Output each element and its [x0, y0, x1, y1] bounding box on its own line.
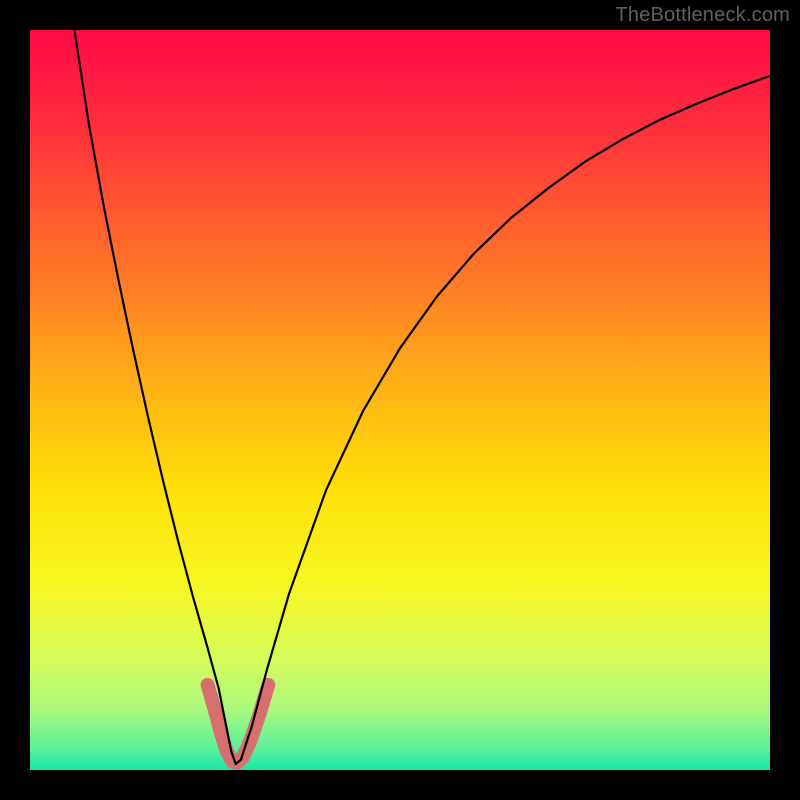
- chart-frame: TheBottleneck.com: [0, 0, 800, 800]
- watermark-text: TheBottleneck.com: [615, 4, 790, 27]
- bottleneck-curve: [74, 30, 770, 764]
- plot-area: [30, 30, 770, 770]
